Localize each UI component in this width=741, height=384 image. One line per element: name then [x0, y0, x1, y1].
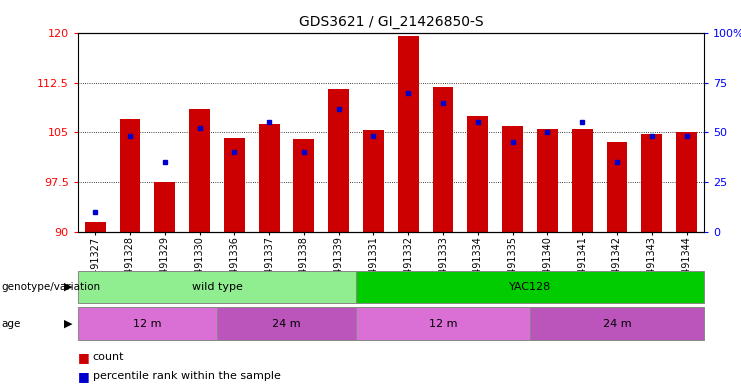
Bar	[468, 116, 488, 232]
Text: 12 m: 12 m	[429, 318, 457, 329]
Bar	[398, 36, 419, 232]
Bar	[607, 142, 628, 232]
Bar	[537, 129, 558, 232]
Text: YAC128: YAC128	[509, 282, 551, 292]
Text: ■: ■	[78, 351, 90, 364]
Bar	[676, 132, 697, 232]
Bar	[433, 87, 453, 232]
Text: age: age	[1, 318, 21, 329]
Bar	[572, 129, 593, 232]
Bar	[293, 139, 314, 232]
Bar	[502, 126, 523, 232]
Text: wild type: wild type	[191, 282, 242, 292]
Bar	[224, 138, 245, 232]
Bar	[154, 182, 175, 232]
Text: count: count	[93, 352, 124, 362]
Title: GDS3621 / GI_21426850-S: GDS3621 / GI_21426850-S	[299, 15, 483, 29]
Bar	[328, 89, 349, 232]
Text: 24 m: 24 m	[602, 318, 631, 329]
Text: ■: ■	[78, 370, 90, 383]
Bar	[189, 109, 210, 232]
Text: ▶: ▶	[64, 282, 73, 292]
Text: 24 m: 24 m	[272, 318, 301, 329]
Bar	[119, 119, 141, 232]
Text: percentile rank within the sample: percentile rank within the sample	[93, 371, 281, 381]
Bar	[84, 222, 106, 232]
Bar	[259, 124, 279, 232]
Bar	[641, 134, 662, 232]
Text: ▶: ▶	[64, 318, 73, 329]
Text: 12 m: 12 m	[133, 318, 162, 329]
Bar	[363, 131, 384, 232]
Text: genotype/variation: genotype/variation	[1, 282, 101, 292]
